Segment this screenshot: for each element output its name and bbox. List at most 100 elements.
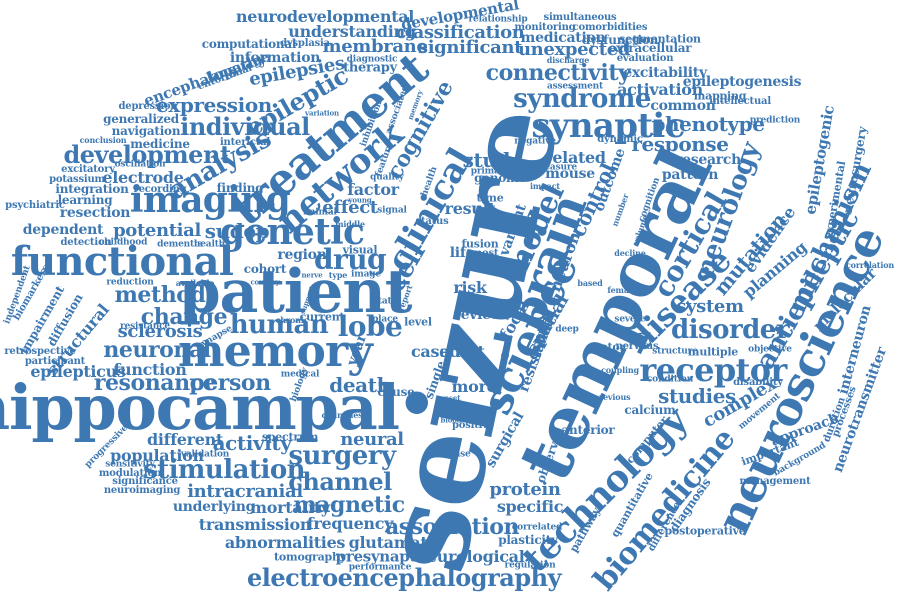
word-neuroimaging: neuroimaging	[103, 485, 181, 496]
word-sclerosis: sclerosis	[117, 321, 203, 342]
word-participant: participant	[24, 356, 86, 367]
word-understanding: understanding	[288, 22, 416, 41]
word-signal: signal	[377, 205, 407, 216]
word-place: place	[372, 314, 398, 325]
word-transmission: transmission	[198, 515, 312, 534]
word-deep: deep	[555, 324, 579, 335]
word-oscillation: oscillation	[114, 159, 166, 170]
word-retrospective: retrospective	[4, 346, 76, 357]
word-magnetic: magnetic	[293, 492, 405, 518]
word-relationship: relationship	[468, 14, 528, 25]
word-state: state	[372, 296, 398, 307]
word-calcium: calcium	[624, 403, 676, 417]
word-integration: integration	[55, 182, 129, 196]
word-assessment: assessment	[547, 81, 603, 92]
word-potential: potential	[113, 220, 201, 241]
word-channel: channel	[288, 467, 392, 496]
word-female: female	[607, 285, 637, 295]
word-genome: genome	[474, 171, 526, 185]
word-person: person	[189, 370, 271, 396]
word-result: result	[444, 199, 496, 218]
word-imaging: imaging	[129, 179, 291, 221]
word-electroencephalography: electroencephalography	[246, 563, 562, 592]
word-life: life	[449, 245, 475, 261]
word-neural: neural	[340, 429, 404, 450]
word-discharge: discharge	[546, 55, 590, 65]
word-dementia: dementia	[157, 239, 203, 250]
word-fusion: fusion	[461, 237, 499, 251]
word-reduction: reduction	[106, 277, 154, 288]
word-present: country	[250, 277, 280, 287]
word-sudep: sudep	[204, 219, 270, 243]
word-animal: animal	[303, 207, 337, 218]
word-disability: disability	[733, 377, 783, 388]
word-phase: phase	[450, 405, 496, 421]
word-cause: cause	[377, 385, 415, 399]
word-correlation: correlation	[845, 260, 895, 270]
word-significance: significance	[112, 476, 178, 487]
word-dysfunction: dysfunction	[581, 33, 659, 47]
word-adult: adult	[439, 342, 485, 361]
word-severe: severe	[614, 314, 646, 325]
word-postoperative: postoperative	[664, 524, 746, 538]
word-population: population	[110, 446, 204, 465]
word-intracranial: intracranial	[187, 481, 303, 502]
word-specific: specific	[496, 497, 564, 516]
word-countries: countries	[321, 410, 363, 420]
word-learning: learning	[57, 193, 113, 207]
word-generalized: generalized	[103, 112, 179, 126]
word-modulation: modulation	[98, 468, 162, 479]
word-synaptic: synaptic	[531, 106, 685, 146]
word-sensitivity: sensitivity	[105, 459, 155, 470]
word-quality: quality	[370, 172, 404, 183]
word-mapping: mapping	[693, 89, 747, 103]
word-human: human	[229, 310, 329, 340]
word-management: management	[739, 476, 811, 487]
word-significant: significant	[417, 37, 523, 58]
word-variation: variation	[305, 108, 339, 118]
word-stimulation: stimulation	[142, 455, 306, 485]
word-development: development	[63, 140, 231, 169]
word-segmentation: segmentation	[619, 32, 701, 46]
word-gabor: nerve	[301, 270, 323, 280]
word-study: study	[462, 148, 522, 172]
word-related: related	[544, 148, 606, 167]
word-functional: functional	[10, 238, 234, 285]
word-potassium: potassium	[49, 174, 105, 185]
word-current: current	[299, 310, 345, 324]
word-extracellular: extracellular	[608, 41, 692, 55]
word-electrode: electrode	[102, 168, 184, 187]
word-expression: expression	[156, 93, 272, 117]
word-time: time	[476, 191, 504, 205]
word-depression: depression	[118, 101, 178, 112]
word-based: based	[577, 278, 603, 288]
word-method: method	[114, 282, 206, 308]
word-receptor: receptor	[639, 351, 787, 389]
word-information: information	[229, 50, 321, 66]
word-risk: risk	[453, 278, 487, 297]
word-visual: visual	[342, 243, 378, 257]
word-mortality: mortality	[250, 498, 330, 517]
word-studies: studies	[658, 384, 736, 408]
word-structure: structure	[652, 346, 698, 357]
word-hippocampal: hippocampal	[0, 371, 400, 444]
word-increase: increase	[429, 449, 471, 460]
word-finding: finding	[216, 181, 264, 195]
word-activation: activation	[617, 80, 703, 99]
word-motor: motor	[588, 340, 626, 354]
word-level: level	[404, 315, 432, 329]
word-psychiatric: psychiatric	[5, 200, 65, 211]
word-factor: factor	[347, 180, 399, 199]
word-neurodevelopmental: neurodevelopmental	[235, 7, 415, 26]
word-neurological: neurological	[415, 547, 525, 566]
word-regulation: regulation	[504, 560, 556, 571]
word-change: change	[140, 304, 228, 330]
word-dynamic: dynamic	[597, 134, 643, 145]
word-multiple: multiple	[687, 345, 739, 359]
word-condition: condition	[646, 374, 694, 385]
word-response: response	[631, 132, 729, 156]
word-patient: patient	[178, 257, 413, 327]
word-more: more	[451, 377, 497, 396]
word-nervous: nervous	[615, 341, 659, 352]
